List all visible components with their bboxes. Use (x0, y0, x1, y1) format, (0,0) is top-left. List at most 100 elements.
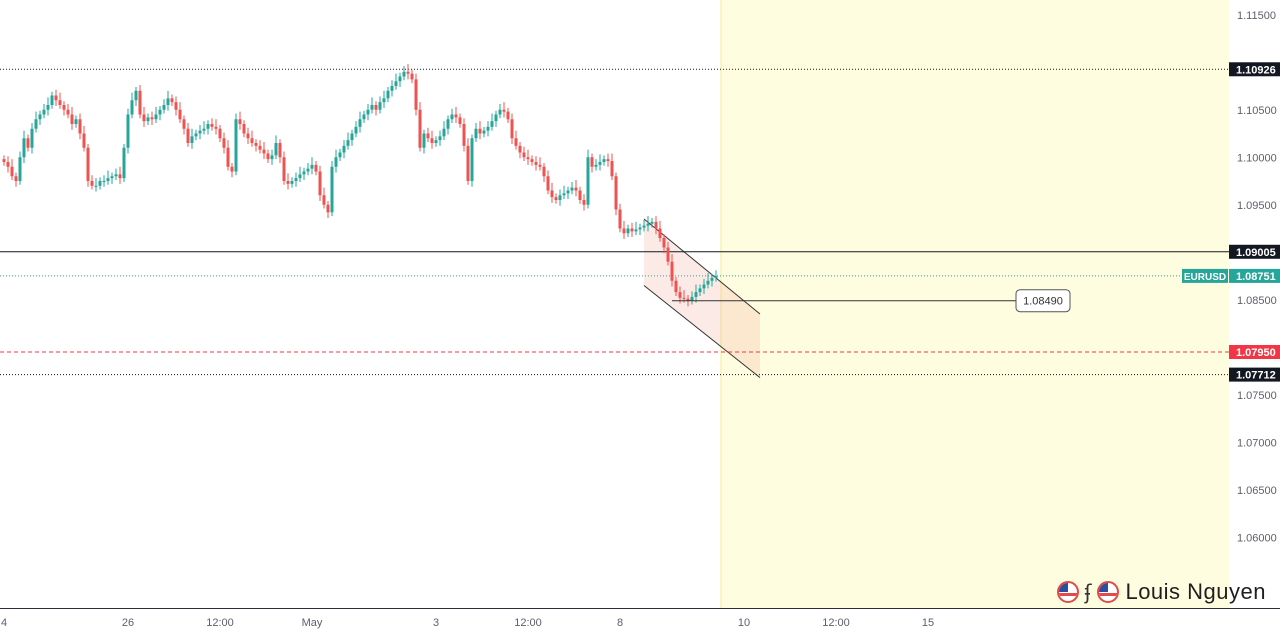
candle-body (714, 276, 718, 278)
candle-body (438, 136, 442, 141)
candle-body (14, 176, 18, 181)
candle-body (394, 81, 398, 86)
candle-body (62, 105, 66, 110)
candle-body (226, 147, 230, 167)
candle-body (114, 174, 118, 177)
candle-body (618, 209, 622, 229)
channel-fill (644, 219, 760, 378)
candle-body (586, 157, 590, 205)
candle-body (330, 166, 334, 213)
flag-icon (1056, 581, 1079, 603)
candle-body (514, 138, 518, 146)
candle-body (58, 100, 62, 105)
price-scale[interactable] (1229, 0, 1280, 631)
candle-body (310, 164, 314, 169)
candle-body (674, 280, 678, 293)
candle-body (446, 119, 450, 129)
channel-bottom-line[interactable] (643, 285, 761, 379)
candle-body (246, 133, 250, 139)
level-price-label: 1.09005 (1236, 247, 1276, 259)
candle-body (690, 296, 694, 301)
x-tick-label: 12:00 (822, 617, 850, 629)
candle-body (46, 105, 50, 110)
candle-body (646, 223, 650, 226)
candle-body (250, 138, 254, 143)
candle-body (254, 143, 258, 146)
avatar-icon (1097, 581, 1120, 603)
candle-body (486, 126, 490, 131)
candle-body (670, 261, 674, 281)
candle-body (666, 247, 670, 262)
candle-body (630, 228, 634, 232)
candle-body (190, 136, 194, 143)
candle-body (402, 71, 406, 77)
candle-body (74, 119, 78, 124)
candle-body (518, 145, 522, 153)
candle-body (38, 114, 42, 120)
candle-body (694, 292, 698, 297)
candle-body (362, 114, 366, 120)
annotation-box[interactable] (1015, 289, 1071, 313)
candle-body (90, 181, 94, 186)
candle-body (650, 221, 654, 224)
candle-body (470, 138, 474, 181)
candle-body (510, 119, 514, 139)
candle-body (642, 225, 646, 228)
candle-body (262, 149, 266, 154)
candle-body (282, 157, 286, 181)
candle-body (150, 117, 154, 120)
candle-body (398, 76, 402, 82)
candle-body (358, 119, 362, 127)
candle-body (478, 128, 482, 134)
candle-body (222, 138, 226, 148)
candle-body (98, 181, 102, 186)
candle-body (230, 166, 234, 172)
candle-body (602, 159, 606, 162)
candle-body (170, 98, 174, 103)
candle-body (66, 109, 70, 115)
candle-body (314, 164, 318, 172)
candle-body (194, 133, 198, 137)
candle-body (522, 152, 526, 158)
candle-body (366, 109, 370, 115)
candle-body (142, 114, 146, 122)
x-tick-label: 8 (617, 617, 623, 629)
candle-body (306, 168, 310, 172)
candle-body (166, 98, 170, 105)
candle-body (50, 95, 54, 105)
candle-body (414, 79, 418, 110)
candle-body (566, 190, 570, 194)
candle-body (590, 157, 594, 167)
candle-body (34, 119, 38, 129)
candle-body (698, 288, 702, 293)
candle-body (138, 90, 142, 115)
candle-body (162, 105, 166, 110)
candle-body (450, 114, 454, 120)
y-tick-label: 1.10500 (1237, 105, 1277, 117)
candle-body (294, 178, 298, 181)
candle-body (270, 155, 274, 160)
candle-body (70, 114, 74, 124)
x-tick-label: 4 (1, 617, 7, 629)
candle-body (706, 280, 710, 285)
candle-body (302, 171, 306, 175)
candle-body (622, 228, 626, 234)
candle-body (318, 171, 322, 196)
x-tick-label: 12:00 (514, 617, 542, 629)
candle-body (102, 181, 106, 182)
candle-body (278, 143, 282, 158)
candle-body (434, 140, 438, 143)
time-scale[interactable] (0, 608, 1280, 631)
candle-body (382, 98, 386, 103)
candle-body (326, 204, 330, 213)
candle-body (406, 71, 410, 74)
candle-body (570, 187, 574, 191)
candle-body (474, 128, 478, 139)
candle-body (378, 102, 382, 110)
candle-body (158, 109, 162, 115)
candle-body (342, 145, 346, 153)
channel-top-line[interactable] (643, 218, 761, 315)
candle-body (86, 147, 90, 181)
